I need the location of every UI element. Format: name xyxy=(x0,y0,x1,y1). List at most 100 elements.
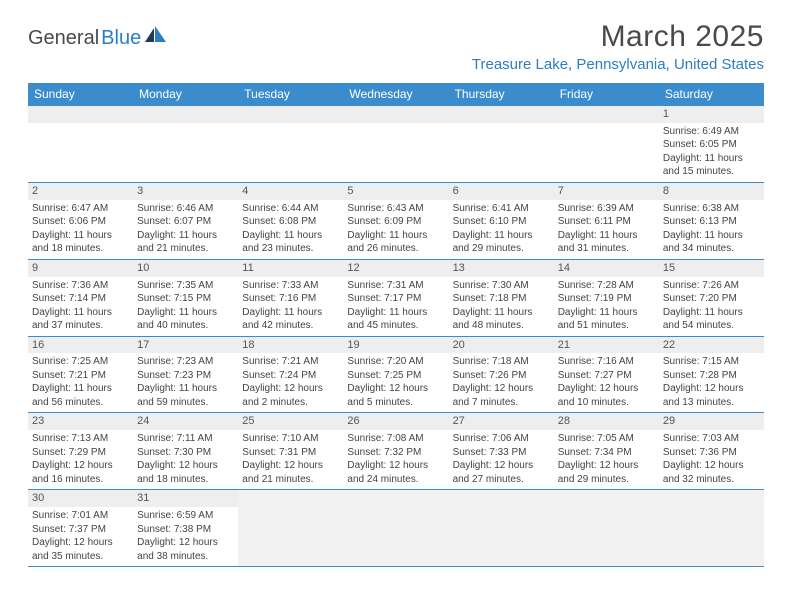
day-number: 24 xyxy=(133,413,238,430)
day-body: Sunrise: 6:44 AMSunset: 6:08 PMDaylight:… xyxy=(238,200,343,259)
day-body: Sunrise: 7:11 AMSunset: 7:30 PMDaylight:… xyxy=(133,430,238,489)
day-line-sunset: Sunset: 6:10 PM xyxy=(453,215,550,229)
day-line-d1: Daylight: 12 hours xyxy=(242,459,339,473)
day-line-d2: and 29 minutes. xyxy=(453,242,550,256)
day-line-d1: Daylight: 12 hours xyxy=(137,459,234,473)
day-line-sunrise: Sunrise: 7:33 AM xyxy=(242,279,339,293)
day-line-sunset: Sunset: 7:37 PM xyxy=(32,523,129,537)
day-line-sunrise: Sunrise: 7:20 AM xyxy=(347,355,444,369)
day-line-sunrise: Sunrise: 7:36 AM xyxy=(32,279,129,293)
week-row: 2Sunrise: 6:47 AMSunset: 6:06 PMDaylight… xyxy=(28,183,764,260)
day-line-d1: Daylight: 12 hours xyxy=(137,536,234,550)
top-bar: GeneralBlue March 2025 Treasure Lake, Pe… xyxy=(28,20,764,73)
weekday-header: Wednesday xyxy=(343,83,448,106)
day-cell: 12Sunrise: 7:31 AMSunset: 7:17 PMDayligh… xyxy=(343,260,448,336)
day-number: 7 xyxy=(554,183,659,200)
day-line-sunrise: Sunrise: 7:08 AM xyxy=(347,432,444,446)
day-cell-empty xyxy=(449,106,554,182)
day-line-sunrise: Sunrise: 6:59 AM xyxy=(137,509,234,523)
day-cell: 3Sunrise: 6:46 AMSunset: 6:07 PMDaylight… xyxy=(133,183,238,259)
day-line-sunrise: Sunrise: 6:41 AM xyxy=(453,202,550,216)
day-body: Sunrise: 6:41 AMSunset: 6:10 PMDaylight:… xyxy=(449,200,554,259)
day-cell: 11Sunrise: 7:33 AMSunset: 7:16 PMDayligh… xyxy=(238,260,343,336)
day-line-d2: and 24 minutes. xyxy=(347,473,444,487)
day-number: 26 xyxy=(343,413,448,430)
day-body: Sunrise: 7:03 AMSunset: 7:36 PMDaylight:… xyxy=(659,430,764,489)
day-line-sunset: Sunset: 7:28 PM xyxy=(663,369,760,383)
day-cell: 1Sunrise: 6:49 AMSunset: 6:05 PMDaylight… xyxy=(659,106,764,182)
day-body: Sunrise: 7:16 AMSunset: 7:27 PMDaylight:… xyxy=(554,353,659,412)
day-cell: 6Sunrise: 6:41 AMSunset: 6:10 PMDaylight… xyxy=(449,183,554,259)
day-cell: 2Sunrise: 6:47 AMSunset: 6:06 PMDaylight… xyxy=(28,183,133,259)
weekday-header: Thursday xyxy=(449,83,554,106)
day-line-d1: Daylight: 12 hours xyxy=(453,382,550,396)
day-line-sunset: Sunset: 7:34 PM xyxy=(558,446,655,460)
day-body: Sunrise: 7:36 AMSunset: 7:14 PMDaylight:… xyxy=(28,277,133,336)
day-line-d2: and 59 minutes. xyxy=(137,396,234,410)
day-line-d1: Daylight: 12 hours xyxy=(558,382,655,396)
day-line-d2: and 56 minutes. xyxy=(32,396,129,410)
day-cell-empty xyxy=(133,106,238,182)
day-cell: 10Sunrise: 7:35 AMSunset: 7:15 PMDayligh… xyxy=(133,260,238,336)
day-line-sunset: Sunset: 6:08 PM xyxy=(242,215,339,229)
day-body: Sunrise: 6:49 AMSunset: 6:05 PMDaylight:… xyxy=(659,123,764,182)
day-line-sunrise: Sunrise: 7:03 AM xyxy=(663,432,760,446)
day-line-sunrise: Sunrise: 7:01 AM xyxy=(32,509,129,523)
weekday-header: Saturday xyxy=(659,83,764,106)
day-line-sunset: Sunset: 7:31 PM xyxy=(242,446,339,460)
day-body: Sunrise: 7:28 AMSunset: 7:19 PMDaylight:… xyxy=(554,277,659,336)
day-number: 18 xyxy=(238,337,343,354)
day-line-d1: Daylight: 11 hours xyxy=(453,306,550,320)
day-number: 30 xyxy=(28,490,133,507)
day-line-sunrise: Sunrise: 6:38 AM xyxy=(663,202,760,216)
day-line-sunset: Sunset: 7:29 PM xyxy=(32,446,129,460)
day-line-d2: and 29 minutes. xyxy=(558,473,655,487)
day-line-d1: Daylight: 11 hours xyxy=(32,382,129,396)
day-line-sunset: Sunset: 7:21 PM xyxy=(32,369,129,383)
weekday-header: Sunday xyxy=(28,83,133,106)
day-cell-empty xyxy=(238,490,343,566)
day-number: 9 xyxy=(28,260,133,277)
day-body: Sunrise: 7:15 AMSunset: 7:28 PMDaylight:… xyxy=(659,353,764,412)
day-number: 1 xyxy=(659,106,764,123)
day-line-d2: and 34 minutes. xyxy=(663,242,760,256)
day-line-d2: and 5 minutes. xyxy=(347,396,444,410)
day-number: 14 xyxy=(554,260,659,277)
day-cell: 19Sunrise: 7:20 AMSunset: 7:25 PMDayligh… xyxy=(343,337,448,413)
day-line-sunset: Sunset: 7:18 PM xyxy=(453,292,550,306)
weekday-header: Friday xyxy=(554,83,659,106)
day-line-d2: and 18 minutes. xyxy=(137,473,234,487)
day-cell-empty xyxy=(238,106,343,182)
day-line-d2: and 21 minutes. xyxy=(137,242,234,256)
day-line-sunset: Sunset: 7:15 PM xyxy=(137,292,234,306)
week-row: 9Sunrise: 7:36 AMSunset: 7:14 PMDaylight… xyxy=(28,260,764,337)
day-line-sunrise: Sunrise: 6:43 AM xyxy=(347,202,444,216)
week-row: 16Sunrise: 7:25 AMSunset: 7:21 PMDayligh… xyxy=(28,337,764,414)
day-cell: 8Sunrise: 6:38 AMSunset: 6:13 PMDaylight… xyxy=(659,183,764,259)
day-number: 2 xyxy=(28,183,133,200)
day-line-d1: Daylight: 11 hours xyxy=(242,229,339,243)
day-line-sunset: Sunset: 7:23 PM xyxy=(137,369,234,383)
day-cell: 5Sunrise: 6:43 AMSunset: 6:09 PMDaylight… xyxy=(343,183,448,259)
day-number: 5 xyxy=(343,183,448,200)
day-body: Sunrise: 7:23 AMSunset: 7:23 PMDaylight:… xyxy=(133,353,238,412)
day-line-d1: Daylight: 11 hours xyxy=(137,382,234,396)
day-line-d2: and 38 minutes. xyxy=(137,550,234,564)
day-cell-empty xyxy=(343,106,448,182)
day-cell-empty xyxy=(28,106,133,182)
day-line-d2: and 42 minutes. xyxy=(242,319,339,333)
day-line-d2: and 23 minutes. xyxy=(242,242,339,256)
day-cell: 20Sunrise: 7:18 AMSunset: 7:26 PMDayligh… xyxy=(449,337,554,413)
day-line-d1: Daylight: 12 hours xyxy=(32,459,129,473)
day-number-empty xyxy=(449,106,554,123)
day-cell: 17Sunrise: 7:23 AMSunset: 7:23 PMDayligh… xyxy=(133,337,238,413)
day-line-sunrise: Sunrise: 7:23 AM xyxy=(137,355,234,369)
day-cell-empty xyxy=(449,490,554,566)
day-body: Sunrise: 6:39 AMSunset: 6:11 PMDaylight:… xyxy=(554,200,659,259)
day-line-sunset: Sunset: 6:11 PM xyxy=(558,215,655,229)
day-cell: 24Sunrise: 7:11 AMSunset: 7:30 PMDayligh… xyxy=(133,413,238,489)
day-cell-empty xyxy=(554,106,659,182)
weekday-header: Tuesday xyxy=(238,83,343,106)
day-body: Sunrise: 6:46 AMSunset: 6:07 PMDaylight:… xyxy=(133,200,238,259)
day-line-d2: and 21 minutes. xyxy=(242,473,339,487)
